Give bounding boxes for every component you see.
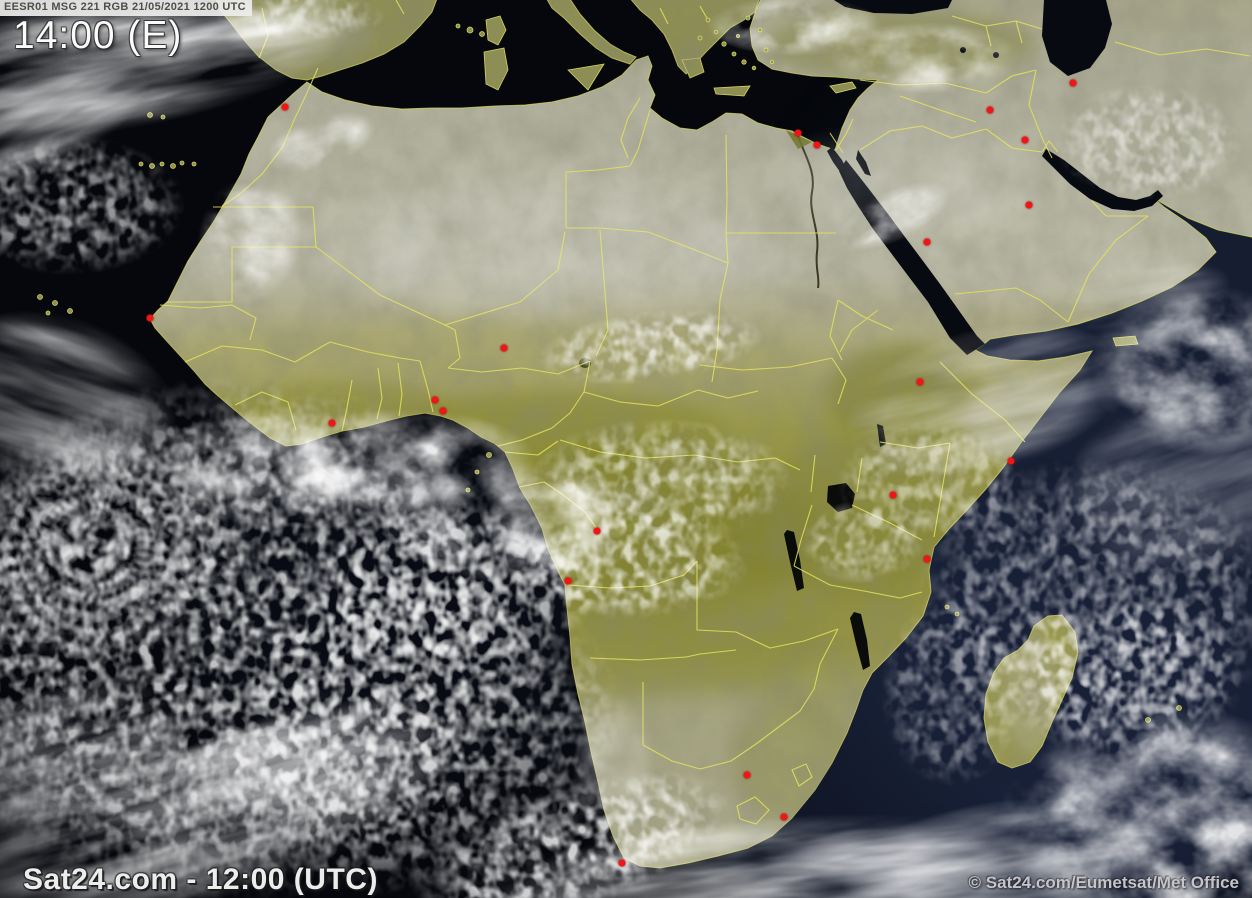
crete <box>713 85 751 97</box>
lake-tanganyika <box>784 530 804 591</box>
balearic-islands <box>455 23 485 37</box>
caspian-sea <box>1042 0 1112 76</box>
cyprus <box>829 81 857 94</box>
persian-gulf <box>1042 149 1163 211</box>
sardinia <box>483 47 509 91</box>
lake-malawi <box>850 612 870 670</box>
corsica <box>485 15 507 46</box>
sicily <box>567 63 605 91</box>
